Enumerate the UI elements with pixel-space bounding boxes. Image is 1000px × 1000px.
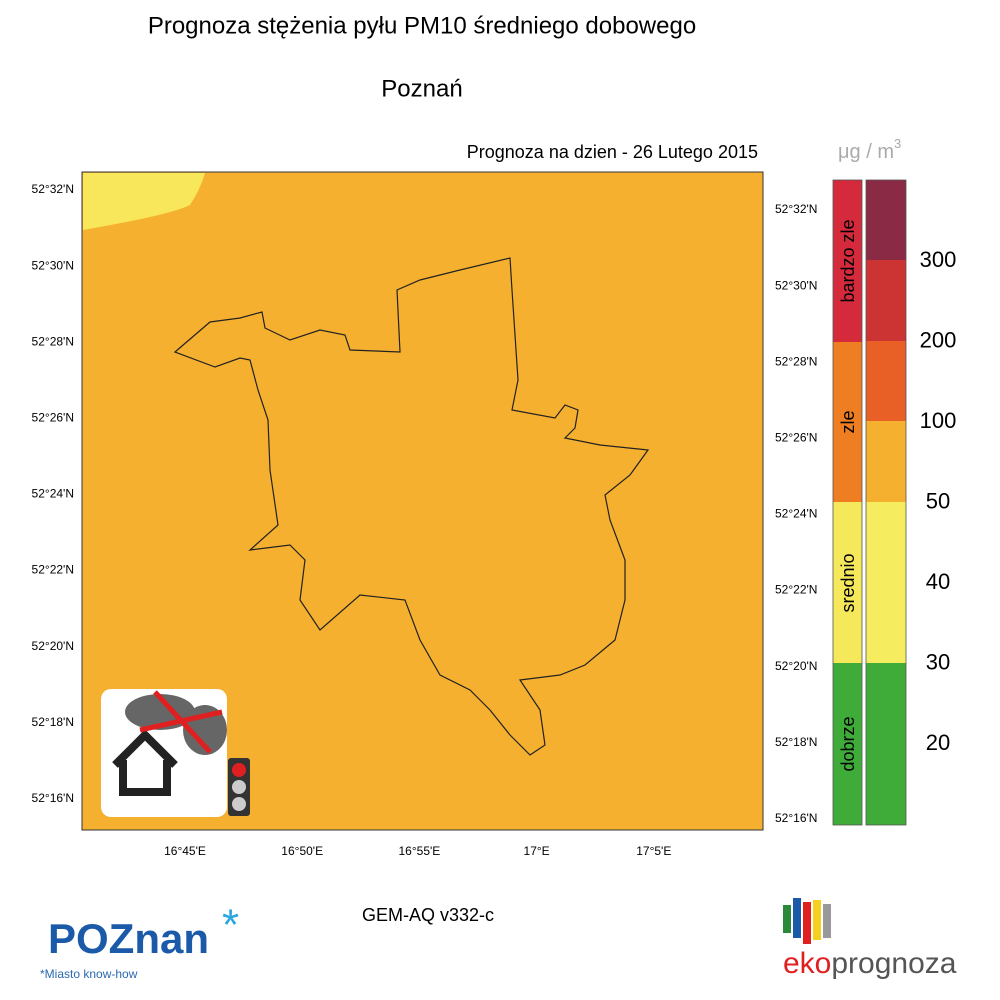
lat-label-left: 52°18'N (32, 715, 74, 729)
icon-house (112, 729, 178, 796)
logo-bar (803, 902, 811, 944)
poznan-logo: POZnan * *Miasto know-how (40, 901, 239, 982)
scale-label: 40 (926, 569, 950, 594)
low-zone (83, 173, 205, 230)
scale-label: 30 (926, 649, 950, 674)
scale-box (866, 502, 906, 663)
ekoprognoza-logo: ekoprognoza (783, 898, 957, 980)
lon-label: 16°45'E (164, 844, 206, 858)
lat-label-right: 52°32'N (775, 202, 817, 216)
legend-category: zle (838, 410, 858, 433)
lon-label: 16°55'E (399, 844, 441, 858)
scale-label: 50 (926, 488, 950, 513)
lat-label-right: 52°18'N (775, 735, 817, 749)
logo-eko: ekoprognoza (783, 947, 957, 980)
model-label: GEM-AQ v332-c (362, 905, 494, 925)
title: Prognoza stężenia pyłu PM10 średniego do… (148, 12, 696, 39)
legend-cat (833, 342, 862, 502)
logo-eko-a: eko (783, 947, 831, 980)
lat-label-left: 52°26'N (32, 410, 74, 424)
city-boundary (173, 257, 650, 756)
lat-label-left: 52°16'N (32, 791, 74, 805)
scale-label: 300 (920, 247, 957, 272)
forecast-date: Prognoza na dzien - 26 Lutego 2015 (467, 142, 758, 162)
scale-box (866, 260, 906, 341)
lat-label-left: 52°22'N (32, 563, 74, 577)
unit: μg / m3 (838, 136, 901, 163)
logo-star: * (222, 901, 239, 950)
legend-cat (833, 663, 862, 825)
scale-box (866, 663, 906, 825)
logo-bar (783, 905, 791, 933)
lat-label-right: 52°30'N (775, 278, 817, 292)
lon-label: 17°5'E (636, 844, 671, 858)
legend-cat (833, 180, 862, 342)
logo-text: POZnan (48, 915, 209, 962)
lat-label-left: 52°24'N (32, 487, 74, 501)
legend-category: dobrze (838, 716, 858, 771)
lat-label-right: 52°16'N (775, 811, 817, 825)
icon-light-off (232, 780, 246, 794)
lat-label-left: 52°28'N (32, 334, 74, 348)
icon-light-red (232, 763, 246, 777)
legend-category: bardzo zle (838, 219, 858, 302)
legend-category: srednio (838, 553, 858, 612)
lon-label: 16°50'E (281, 844, 323, 858)
unit-exp: 3 (894, 136, 901, 151)
legend-frame (832, 179, 863, 826)
scale-frame (865, 179, 907, 826)
legend-cat (833, 502, 862, 663)
lat-label-left: 52°30'N (32, 258, 74, 272)
icon-cross (139, 690, 223, 754)
lat-label-right: 52°24'N (775, 507, 817, 521)
scale-box (866, 180, 906, 260)
unit-base: μg / m (838, 141, 894, 163)
scale-label: 100 (920, 408, 957, 433)
logo-bar (823, 904, 831, 938)
lat-label-right: 52°22'N (775, 583, 817, 597)
map (81, 171, 764, 831)
lat-label-left: 52°32'N (32, 182, 74, 196)
lon-label: 17°E (524, 844, 550, 858)
legend (832, 179, 907, 826)
icon-light-off (232, 797, 246, 811)
scale-label: 200 (920, 327, 957, 352)
scale-box (866, 341, 906, 421)
logo-eko-b: prognoza (831, 947, 956, 980)
logo-bar (813, 900, 821, 940)
logo-tagline: *Miasto know-how (40, 967, 138, 981)
city: Poznań (381, 75, 462, 102)
lat-label-left: 52°20'N (32, 639, 74, 653)
burning-ban-icon (101, 689, 250, 817)
lat-label-right: 52°28'N (775, 354, 817, 368)
lat-label-right: 52°20'N (775, 659, 817, 673)
scale-label: 20 (926, 730, 950, 755)
scale-box (866, 421, 906, 502)
lat-label-right: 52°26'N (775, 430, 817, 444)
logo-bar (793, 898, 801, 938)
